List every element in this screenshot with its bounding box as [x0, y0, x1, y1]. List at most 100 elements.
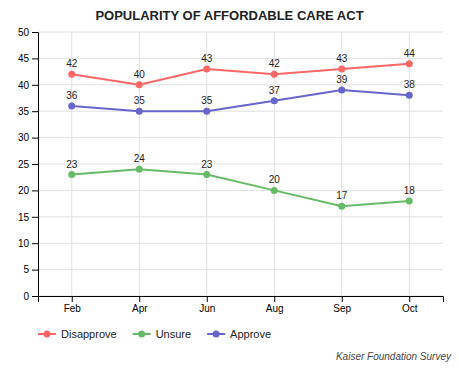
legend-swatch: [44, 331, 51, 338]
marker: [406, 197, 413, 204]
tick-label: Jun: [199, 303, 215, 314]
tick-label: Oct: [402, 303, 418, 314]
grid-line: [38, 190, 443, 191]
marker: [68, 102, 75, 109]
grid-line: [38, 269, 443, 270]
tick: 35: [18, 106, 38, 117]
data-label: 35: [201, 95, 213, 106]
tick-label: 20: [18, 185, 30, 196]
tick: Jun: [199, 296, 215, 314]
marker: [136, 81, 143, 88]
tick-label: Aug: [266, 303, 284, 314]
tick-mark: [72, 296, 73, 302]
tick-label: Sep: [333, 303, 351, 314]
grid-line: [38, 58, 443, 59]
chart: 0 5 10 15 20 25 30 35 40 45 50 Feb Apr Jun Aug Sep Oct 42…: [0, 0, 459, 368]
grid-line: [38, 243, 443, 244]
tick: 0: [23, 291, 38, 302]
legend-item: Approve: [207, 328, 271, 340]
marker: [406, 92, 413, 99]
tick: 10: [18, 238, 38, 249]
x-axis: Feb Apr Jun Aug Sep Oct: [39, 296, 444, 314]
data-label: 17: [336, 190, 348, 201]
tick-label: 10: [18, 238, 30, 249]
data-labels: 424043424344232423201718363535373938: [66, 48, 415, 202]
grid-line: [38, 84, 443, 85]
tick-label: 5: [23, 264, 29, 275]
marker: [68, 171, 75, 178]
tick-mark: [32, 243, 38, 244]
y-axis: 0 5 10 15 20 25 30 35 40 45 50: [18, 27, 39, 302]
marker: [271, 97, 278, 104]
legend-item: Unsure: [133, 328, 191, 340]
legend-item: Disapprove: [38, 328, 117, 340]
marker: [203, 108, 210, 115]
tick: 15: [18, 212, 38, 223]
tick: 25: [18, 159, 38, 170]
data-label: 23: [66, 159, 78, 170]
legend-label: Approve: [230, 328, 271, 340]
title: POPULARITY OF AFFORDABLE CARE ACT: [95, 8, 363, 23]
data-label: 44: [404, 48, 416, 59]
tick-mark: [207, 296, 208, 302]
legend-swatch: [213, 331, 220, 338]
tick-mark: [342, 296, 343, 302]
data-label: 18: [404, 185, 416, 196]
marker: [271, 71, 278, 78]
tick-mark: [32, 58, 38, 59]
grid: [38, 32, 443, 296]
marker: [338, 203, 345, 210]
tick-label: 45: [18, 53, 30, 64]
data-label: 37: [269, 85, 281, 96]
marker: [136, 166, 143, 173]
tick-mark: [32, 296, 38, 297]
data-label: 42: [269, 58, 281, 69]
grid-line: [38, 164, 443, 165]
tick-mark: [409, 296, 410, 302]
data-label: 43: [336, 53, 348, 64]
grid-line: [38, 32, 443, 33]
tick: 45: [18, 53, 38, 64]
tick-mark: [32, 190, 38, 191]
tick: 30: [18, 132, 38, 143]
tick-mark: [32, 138, 38, 139]
tick-mark: [32, 85, 38, 86]
annotation: Kaiser Foundation Survey: [336, 351, 452, 362]
line: [72, 169, 410, 206]
tick-label: Feb: [64, 303, 82, 314]
tick: 20: [18, 185, 38, 196]
data-label: 39: [336, 74, 348, 85]
legend-label: Unsure: [156, 328, 191, 340]
tick-mark: [139, 296, 140, 302]
tick-mark: [32, 111, 38, 112]
tick-label: 35: [18, 106, 30, 117]
tick-mark: [32, 32, 38, 33]
grid-line: [38, 216, 443, 217]
line: [72, 64, 410, 85]
tick: Sep: [333, 296, 351, 314]
legend-label: Disapprove: [61, 328, 117, 340]
marker: [203, 65, 210, 72]
data-label: 42: [66, 58, 78, 69]
tick-mark: [32, 270, 38, 271]
data-label: 35: [134, 95, 146, 106]
data-label: 23: [201, 159, 213, 170]
data-label: 38: [404, 79, 416, 90]
tick-mark: [32, 164, 38, 165]
marker: [338, 87, 345, 94]
tick-label: 40: [18, 80, 30, 91]
line: [72, 90, 410, 111]
marker: [68, 71, 75, 78]
grid-line: [38, 137, 443, 138]
tick-label: 25: [18, 159, 30, 170]
tick-label: 50: [18, 27, 30, 38]
data-label: 20: [269, 174, 281, 185]
axis-line: [32, 33, 39, 297]
tick: Aug: [266, 296, 284, 314]
tick: Apr: [132, 296, 148, 314]
tick-label: 30: [18, 132, 30, 143]
data-label: 36: [66, 90, 78, 101]
plot-area: [68, 60, 413, 210]
grid-line: [38, 111, 443, 112]
legend-swatch: [138, 331, 145, 338]
